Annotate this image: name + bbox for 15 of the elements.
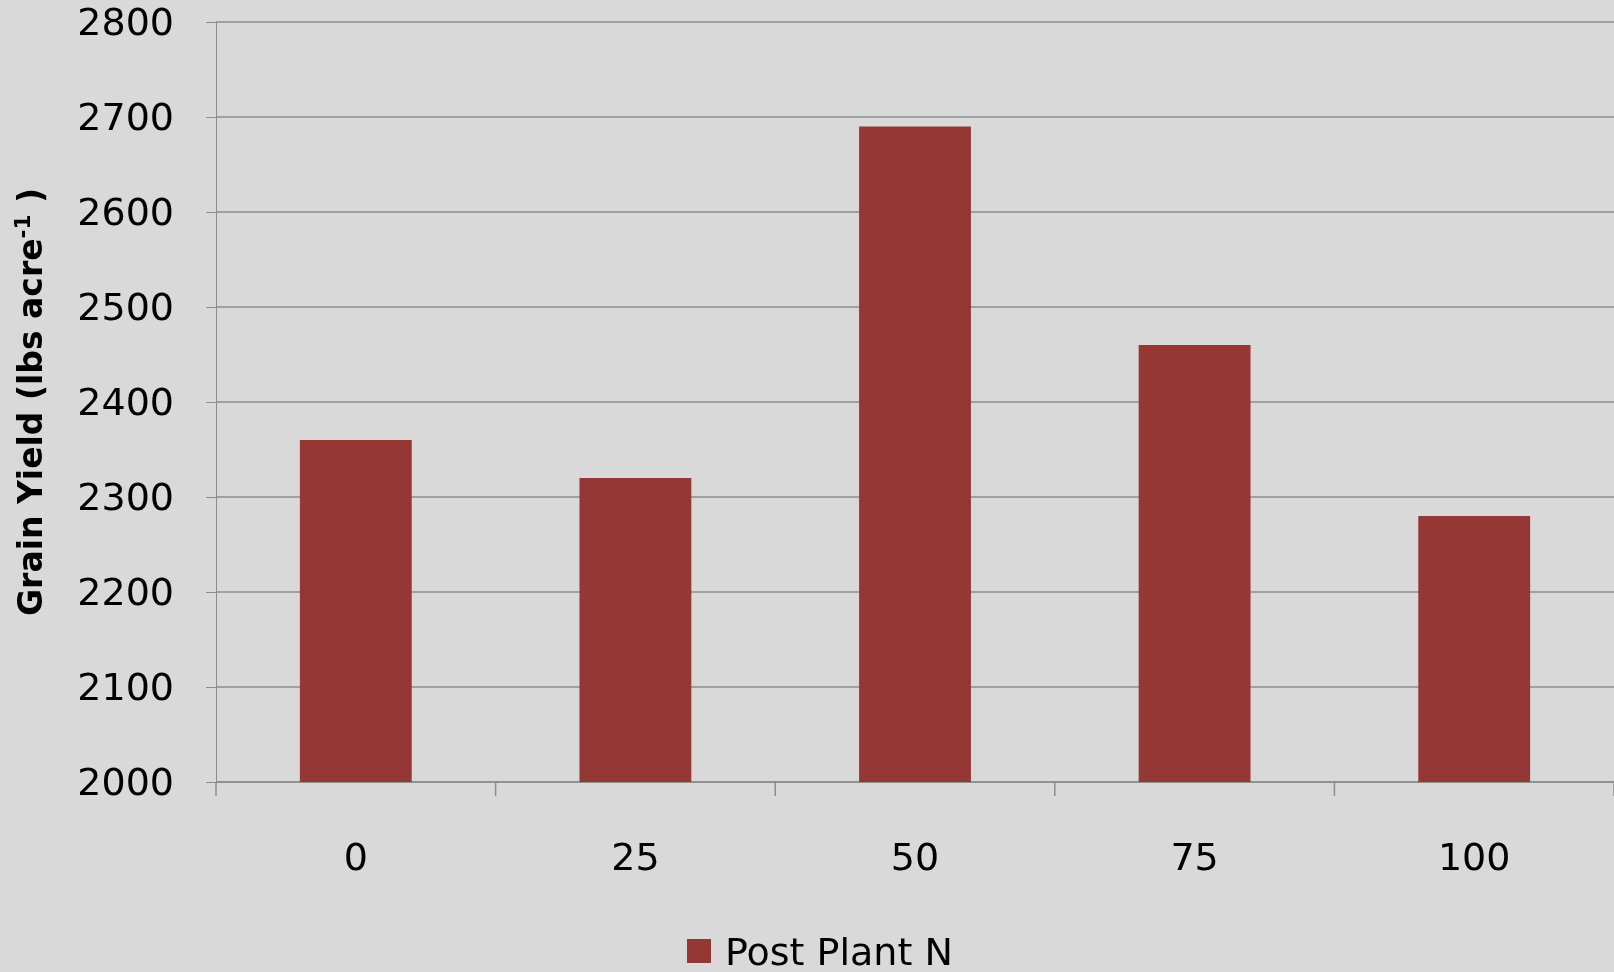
y-tick-label: 2800 <box>77 0 174 44</box>
x-tick-label: 50 <box>890 835 940 879</box>
y-tick-label: 2400 <box>77 379 174 424</box>
y-tick-label: 2100 <box>77 664 174 709</box>
y-tick-label: 2500 <box>77 284 174 329</box>
x-tick-label: 75 <box>1170 835 1219 879</box>
legend-label: Post Plant N <box>725 930 953 972</box>
y-tick-label: 2300 <box>77 474 174 519</box>
x-tick-label: 25 <box>611 835 660 879</box>
x-tick-label: 0 <box>343 835 368 879</box>
x-tick-label: 100 <box>1437 835 1511 879</box>
y-tick-label: 2200 <box>77 569 174 614</box>
y-tick-label: 2600 <box>77 189 174 234</box>
y-tick-label: 2000 <box>77 759 174 804</box>
y-tick-label: 2700 <box>77 94 174 139</box>
